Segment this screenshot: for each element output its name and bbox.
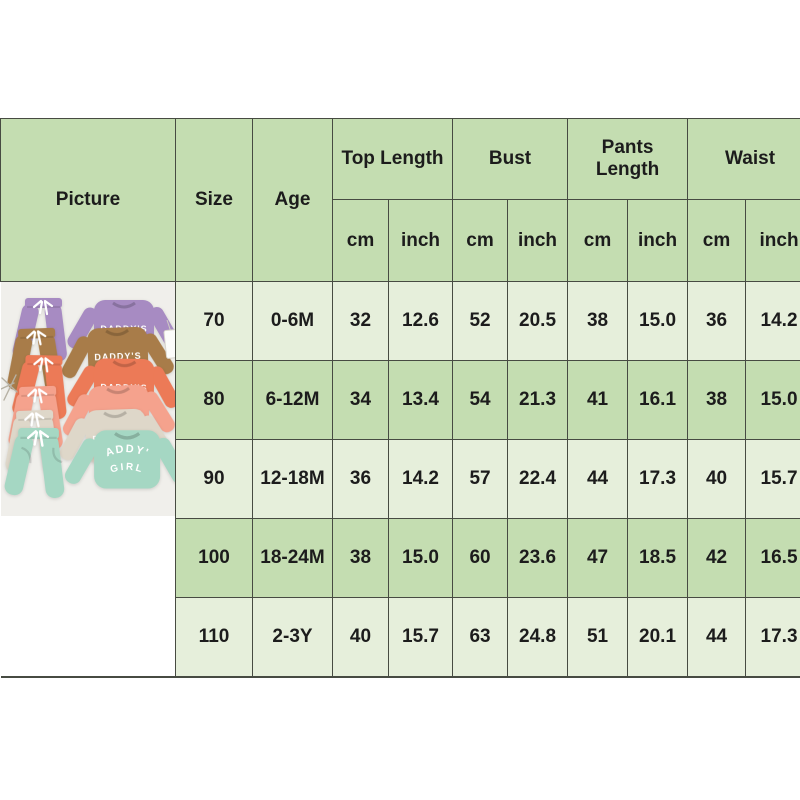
header-waist: Waist [687, 118, 800, 200]
size-cell: 80 [175, 360, 253, 440]
pants-length-cm-cell: 44 [567, 439, 629, 519]
table-row: DADDY'SDADDY'SDADDY'SDADDY'SDADDY'SDADDY… [0, 281, 800, 678]
top-length-cm-cell: 34 [332, 360, 389, 440]
shirt-print-text: DADDY'S [94, 351, 141, 363]
waist-cm-cell: 40 [687, 439, 747, 519]
top-length-cm-cell: 36 [332, 439, 389, 519]
top-length-inch-cell: 14.2 [387, 439, 454, 519]
clothing-sets-illustration: DADDY'SDADDY'SDADDY'SDADDY'SDADDY'SDADDY… [0, 298, 175, 499]
waist-inch-cell: 14.2 [745, 281, 800, 361]
top-length-inch-cell: 15.7 [387, 597, 454, 678]
pants-length-inch-cell: 18.5 [627, 518, 689, 598]
age-cell: 0-6M [252, 281, 333, 361]
product-photo: DADDY'SDADDY'SDADDY'SDADDY'SDADDY'SDADDY… [0, 282, 175, 516]
bust-cm-cell: 52 [452, 281, 509, 361]
bust-cm-cell: 54 [452, 360, 509, 440]
waist-inch-cell: 15.7 [745, 439, 800, 519]
bust-inch-cell: 20.5 [507, 281, 569, 361]
waist-cm-cell: 42 [687, 518, 747, 598]
size-cell: 100 [175, 518, 253, 598]
age-cell: 18-24M [252, 518, 333, 598]
size-cell: 70 [175, 281, 253, 361]
age-cell: 12-18M [252, 439, 333, 519]
header-pants-length: Pants Length [567, 118, 689, 200]
header-top-length-cm: cm [332, 199, 389, 282]
waist-cm-cell: 44 [687, 597, 747, 678]
pants-length-inch-cell: 20.1 [627, 597, 689, 678]
table-row: 90 12-18M 36 14.2 57 22.4 44 17.3 40 15.… [1, 439, 800, 519]
pants-length-inch-cell: 15.0 [627, 281, 689, 361]
top-length-cm-cell: 40 [332, 597, 389, 678]
header-top-length-inch: inch [387, 199, 454, 282]
size-chart-table: Picture Size Age Top Length Bust Pants L… [0, 118, 800, 678]
bust-inch-cell: 21.3 [507, 360, 569, 440]
header-size: Size [175, 118, 253, 282]
size-cell: 90 [175, 439, 253, 519]
header-waist-cm: cm [687, 199, 747, 282]
header-pants-length-cm: cm [567, 199, 629, 282]
bust-inch-cell: 22.4 [507, 439, 569, 519]
waist-cm-cell: 38 [687, 360, 747, 440]
header-pants-length-inch: inch [627, 199, 689, 282]
hang-tag [163, 319, 175, 359]
header-waist-inch: inch [745, 199, 800, 282]
waist-inch-cell: 17.3 [745, 597, 800, 678]
age-cell: 2-3Y [252, 597, 333, 678]
header-bust: Bust [452, 118, 569, 200]
pants-length-inch-cell: 16.1 [627, 360, 689, 440]
top-length-inch-cell: 12.6 [387, 281, 454, 361]
table-row: 100 18-24M 38 15.0 60 23.6 47 18.5 42 16… [1, 518, 800, 598]
picture-cell: DADDY'SDADDY'SDADDY'SDADDY'SDADDY'SDADDY… [0, 281, 176, 678]
age-cell: 6-12M [252, 360, 333, 440]
header-top-length: Top Length [331, 118, 454, 200]
header-bust-inch: inch [507, 199, 569, 282]
top-length-cm-cell: 38 [332, 518, 389, 598]
pants-length-cm-cell: 38 [567, 281, 629, 361]
size-cell: 110 [175, 597, 253, 678]
bust-cm-cell: 60 [452, 518, 509, 598]
top-length-cm-cell: 32 [332, 281, 389, 361]
twig-decoration [0, 374, 18, 401]
bust-cm-cell: 63 [452, 597, 509, 678]
table-row: 80 6-12M 34 13.4 54 21.3 41 16.1 38 15.0 [1, 360, 800, 440]
header-bust-cm: cm [452, 199, 509, 282]
header-picture: Picture [0, 118, 176, 282]
waist-inch-cell: 15.0 [745, 360, 800, 440]
top-length-inch-cell: 13.4 [387, 360, 454, 440]
bust-cm-cell: 57 [452, 439, 509, 519]
header-age: Age [252, 118, 333, 282]
bust-inch-cell: 23.6 [507, 518, 569, 598]
pants-length-cm-cell: 47 [567, 518, 629, 598]
pants-length-inch-cell: 17.3 [627, 439, 689, 519]
top-length-inch-cell: 15.0 [387, 518, 454, 598]
pants-length-cm-cell: 51 [567, 597, 629, 678]
waist-cm-cell: 36 [687, 281, 747, 361]
shirt-print-text: GIRL [109, 462, 145, 476]
table-row: 110 2-3Y 40 15.7 63 24.8 51 20.1 44 17.3 [1, 597, 800, 678]
waist-inch-cell: 16.5 [745, 518, 800, 598]
bust-inch-cell: 24.8 [507, 597, 569, 678]
pants-length-cm-cell: 41 [567, 360, 629, 440]
